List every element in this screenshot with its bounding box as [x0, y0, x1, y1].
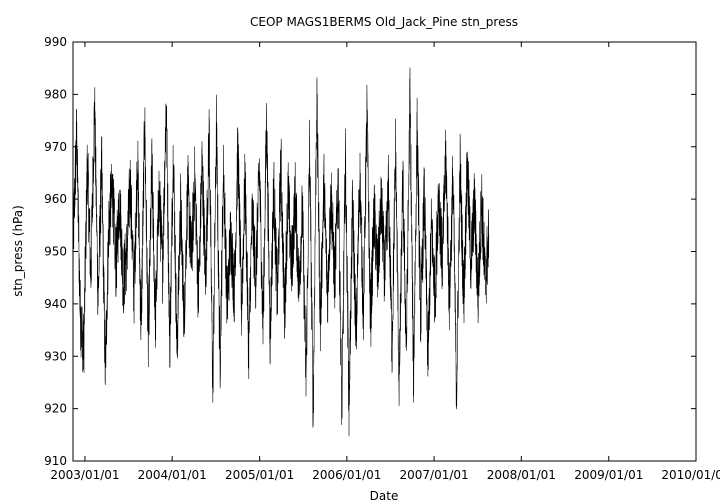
- stn-press-line: [72, 67, 490, 437]
- x-tick-label: 2007/01/01: [400, 468, 469, 482]
- x-tick-label: 2005/01/01: [225, 468, 294, 482]
- x-axis-label: Date: [370, 489, 399, 503]
- y-tick-label: 920: [44, 402, 67, 416]
- x-tick-label: 2003/01/01: [50, 468, 119, 482]
- x-tick-label: 2006/01/01: [312, 468, 381, 482]
- y-tick-label: 990: [44, 35, 67, 49]
- y-tick-label: 930: [44, 349, 67, 363]
- y-axis-label: stn_press (hPa): [11, 205, 25, 297]
- y-tick-label: 970: [44, 140, 67, 154]
- y-tick-label: 950: [44, 245, 67, 259]
- chart-title: CEOP MAGS1BERMS Old_Jack_Pine stn_press: [250, 15, 518, 29]
- data-series: [72, 67, 490, 437]
- x-tick-label: 2009/01/01: [574, 468, 643, 482]
- x-tick-label: 2004/01/01: [138, 468, 207, 482]
- y-tick-label: 910: [44, 454, 67, 468]
- x-tick-label: 2010/01/01: [661, 468, 720, 482]
- y-tick-label: 940: [44, 297, 67, 311]
- x-axis: 2003/01/01 2004/01/01 2005/01/01 2006/01/01…: [50, 42, 720, 482]
- y-tick-label: 980: [44, 87, 67, 101]
- y-axis: 910 920 930 940 950 960 970 980 990: [44, 35, 696, 468]
- y-tick-label: 960: [44, 192, 67, 206]
- x-tick-label: 2008/01/01: [487, 468, 556, 482]
